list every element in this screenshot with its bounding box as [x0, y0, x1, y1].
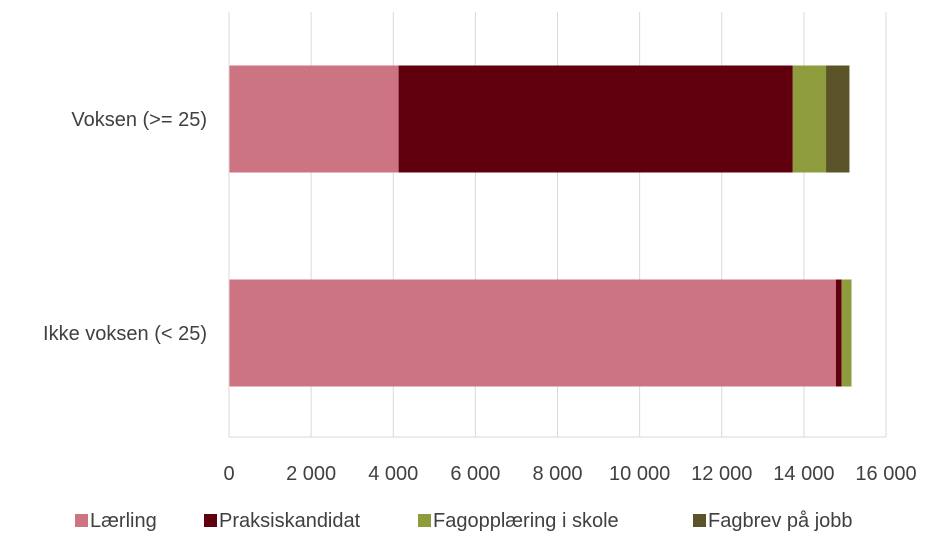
category-labels: Voksen (>= 25) Ikke voksen (< 25) — [43, 109, 207, 345]
bar-segment — [229, 65, 399, 173]
legend: Lærling Praksiskandidat Fagopplæring i sko… — [75, 510, 853, 532]
x-tick-label: 16 000 — [855, 463, 916, 485]
x-tick-label: 8 000 — [532, 463, 582, 485]
legend-label: Fagopplæring i skole — [433, 510, 619, 532]
category-label: Voksen (>= 25) — [71, 109, 207, 131]
bar-segment — [792, 65, 827, 173]
x-tick-label: 10 000 — [609, 463, 670, 485]
legend-swatch — [693, 514, 706, 527]
legend-label: Fagbrev på jobb — [708, 510, 853, 532]
bars — [229, 65, 852, 387]
bar-segment — [835, 279, 842, 387]
legend-swatch — [418, 514, 431, 527]
x-tick-label: 14 000 — [773, 463, 834, 485]
bar-segment — [841, 279, 852, 387]
legend-swatch — [75, 514, 88, 527]
bar-segment — [398, 65, 793, 173]
x-tick-label: 0 — [223, 463, 234, 485]
x-tick-label: 6 000 — [450, 463, 500, 485]
x-tick-labels: 0 2 000 4 000 6 000 8 000 10 000 12 000 14 000 1… — [223, 463, 916, 485]
x-tick-label: 12 000 — [691, 463, 752, 485]
category-label: Ikke voksen (< 25) — [43, 323, 207, 345]
x-tick-label: 4 000 — [368, 463, 418, 485]
axes — [228, 12, 886, 438]
legend-swatch — [204, 514, 217, 527]
bar-segment — [229, 279, 836, 387]
legend-label: Lærling — [90, 510, 157, 532]
x-tick-label: 2 000 — [286, 463, 336, 485]
bar-segment — [826, 65, 850, 173]
legend-label: Praksiskandidat — [219, 510, 361, 532]
